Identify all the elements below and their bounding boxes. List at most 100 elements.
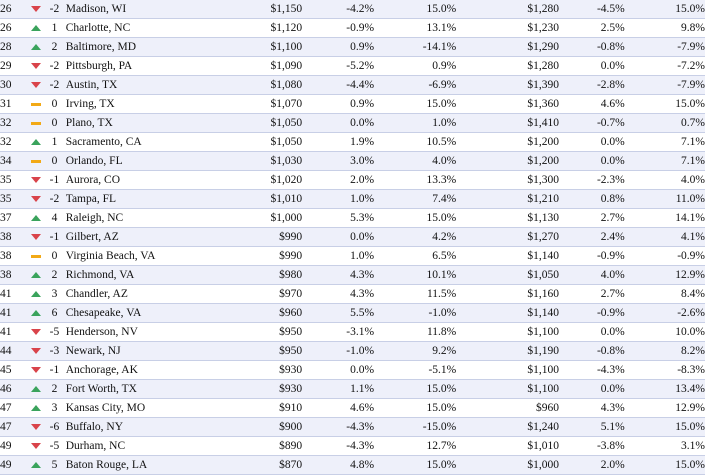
city-cell: Orlando, FL: [65, 151, 208, 171]
table-row: 41 -5 Henderson, NV $950 -3.1% 11.8% $1,100 0.0…: [0, 322, 705, 342]
rent-1br-cell: $970: [207, 284, 303, 304]
mom-2br-cell: 2.0%: [559, 455, 625, 475]
rent-2br-cell: $1,000: [456, 455, 559, 475]
yoy-2br-cell: 12.9%: [624, 265, 705, 285]
rank-cell: 32: [0, 113, 29, 133]
table-row: 49 -5 Durham, NC $890 -4.3% 12.7% $1,010 -3.8% 3…: [0, 436, 705, 456]
city-cell: Newark, NJ: [65, 341, 208, 361]
yoy-2br-cell: 4.1%: [624, 227, 705, 247]
rent-2br-cell: $1,390: [456, 75, 559, 95]
table-row: 45 -1 Anchorage, AK $930 0.0% -5.1% $1,100 -4.3…: [0, 360, 705, 380]
rank-cell: 41: [0, 303, 29, 323]
rank-change-cell: 2: [43, 379, 66, 399]
mom-2br-cell: 0.0%: [559, 151, 625, 171]
city-cell: Buffalo, NY: [65, 417, 208, 437]
up-arrow-icon: [30, 386, 41, 393]
mom-2br-cell: 0.0%: [559, 322, 625, 342]
trend-icon-cell: [28, 189, 44, 209]
mom-2br-cell: 0.0%: [559, 56, 625, 76]
up-arrow-icon: [30, 291, 41, 298]
rank-cell: 44: [0, 341, 29, 361]
yoy-1br-cell: 15.0%: [374, 455, 457, 475]
yoy-1br-cell: 15.0%: [374, 379, 457, 399]
yoy-1br-cell: 11.5%: [374, 284, 457, 304]
yoy-1br-cell: -1.0%: [374, 303, 457, 323]
yoy-2br-cell: 15.0%: [624, 0, 705, 19]
mom-2br-cell: 0.8%: [559, 189, 625, 209]
mom-1br-cell: 2.0%: [302, 170, 375, 190]
rent-2br-cell: $1,100: [456, 379, 559, 399]
rank-cell: 47: [0, 417, 29, 437]
table-row: 46 2 Fort Worth, TX $930 1.1% 15.0% $1,100 0.0%…: [0, 379, 705, 399]
down-arrow-icon: [30, 6, 41, 13]
yoy-1br-cell: 15.0%: [374, 208, 457, 228]
mom-1br-cell: 4.8%: [302, 455, 375, 475]
yoy-2br-cell: 12.9%: [624, 398, 705, 418]
mom-1br-cell: 1.0%: [302, 189, 375, 209]
city-cell: Charlotte, NC: [65, 18, 208, 38]
rent-1br-cell: $1,080: [207, 75, 303, 95]
yoy-2br-cell: -2.6%: [624, 303, 705, 323]
trend-icon-cell: [28, 113, 44, 133]
down-arrow-icon: [30, 82, 41, 89]
rank-change-cell: 0: [43, 246, 66, 266]
down-arrow-icon: [30, 63, 41, 70]
mom-2br-cell: 5.1%: [559, 417, 625, 437]
rent-2br-cell: $1,360: [456, 94, 559, 114]
city-cell: Tampa, FL: [65, 189, 208, 209]
table-row: 47 3 Kansas City, MO $910 4.6% 15.0% $960 4.3% 1…: [0, 398, 705, 418]
rank-cell: 28: [0, 37, 29, 57]
city-cell: Austin, TX: [65, 75, 208, 95]
mom-1br-cell: 5.3%: [302, 208, 375, 228]
trend-icon-cell: [28, 151, 44, 171]
yoy-1br-cell: 10.5%: [374, 132, 457, 152]
rank-cell: 49: [0, 455, 29, 475]
city-cell: Henderson, NV: [65, 322, 208, 342]
city-cell: Madison, WI: [65, 0, 208, 19]
rent-1br-cell: $950: [207, 341, 303, 361]
rank-change-cell: -1: [43, 360, 66, 380]
rent-1br-cell: $960: [207, 303, 303, 323]
rent-1br-cell: $1,020: [207, 170, 303, 190]
rank-change-cell: 4: [43, 208, 66, 228]
mom-1br-cell: -0.9%: [302, 18, 375, 38]
rent-2br-cell: $1,240: [456, 417, 559, 437]
trend-icon-cell: [28, 341, 44, 361]
table-row: 35 -2 Tampa, FL $1,010 1.0% 7.4% $1,210 0.8% 11.…: [0, 189, 705, 209]
table-row: 26 1 Charlotte, NC $1,120 -0.9% 13.1% $1,230 2.…: [0, 18, 705, 38]
rent-1br-cell: $990: [207, 227, 303, 247]
yoy-2br-cell: 14.1%: [624, 208, 705, 228]
rent-2br-cell: $1,270: [456, 227, 559, 247]
table-row: 30 -2 Austin, TX $1,080 -4.4% -6.9% $1,390 -2.8…: [0, 75, 705, 95]
rent-2br-cell: $1,100: [456, 322, 559, 342]
rank-change-cell: -2: [43, 75, 66, 95]
rent-1br-cell: $910: [207, 398, 303, 418]
mom-1br-cell: 3.0%: [302, 151, 375, 171]
yoy-1br-cell: 7.4%: [374, 189, 457, 209]
yoy-2br-cell: 0.7%: [624, 113, 705, 133]
yoy-1br-cell: -5.1%: [374, 360, 457, 380]
mom-1br-cell: 4.6%: [302, 398, 375, 418]
trend-icon-cell: [28, 417, 44, 437]
mom-1br-cell: 0.0%: [302, 113, 375, 133]
rent-2br-cell: $1,160: [456, 284, 559, 304]
city-cell: Plano, TX: [65, 113, 208, 133]
rent-2br-cell: $1,410: [456, 113, 559, 133]
city-cell: Baton Rouge, LA: [65, 455, 208, 475]
table-row: 34 0 Orlando, FL $1,030 3.0% 4.0% $1,200 0.0% 7.…: [0, 151, 705, 171]
city-cell: Richmond, VA: [65, 265, 208, 285]
yoy-2br-cell: -0.9%: [624, 246, 705, 266]
mom-2br-cell: -0.8%: [559, 341, 625, 361]
table-row: 41 3 Chandler, AZ $970 4.3% 11.5% $1,160 2.7% 8.…: [0, 284, 705, 304]
rank-cell: 41: [0, 322, 29, 342]
city-cell: Pittsburgh, PA: [65, 56, 208, 76]
trend-icon-cell: [28, 322, 44, 342]
table-row: 28 2 Baltimore, MD $1,100 0.9% -14.1% $1,290 -0…: [0, 37, 705, 57]
mom-1br-cell: 4.3%: [302, 284, 375, 304]
table-row: 37 4 Raleigh, NC $1,000 5.3% 15.0% $1,130 2.7% 1…: [0, 208, 705, 228]
rank-cell: 35: [0, 189, 29, 209]
no-change-dash-icon: [30, 159, 41, 163]
trend-icon-cell: [28, 379, 44, 399]
rank-cell: 49: [0, 436, 29, 456]
rent-1br-cell: $1,000: [207, 208, 303, 228]
